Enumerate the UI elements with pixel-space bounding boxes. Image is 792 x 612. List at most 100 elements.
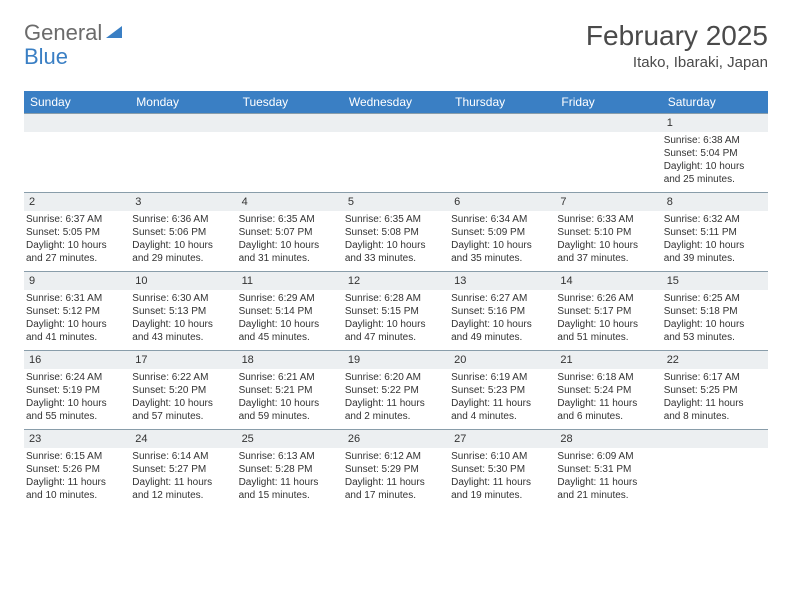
day-number: 9 bbox=[24, 272, 130, 290]
day-number: 16 bbox=[24, 351, 130, 369]
day-details: Sunrise: 6:17 AMSunset: 5:25 PMDaylight:… bbox=[662, 369, 768, 427]
day-detail-line: Daylight: 10 hours bbox=[239, 239, 338, 252]
day-details: Sunrise: 6:32 AMSunset: 5:11 PMDaylight:… bbox=[662, 211, 768, 269]
day-cell bbox=[24, 114, 130, 192]
day-details: Sunrise: 6:19 AMSunset: 5:23 PMDaylight:… bbox=[449, 369, 555, 427]
day-detail-line: Sunrise: 6:30 AM bbox=[132, 292, 231, 305]
day-header-row: SundayMondayTuesdayWednesdayThursdayFrid… bbox=[24, 91, 768, 113]
day-header-cell: Friday bbox=[555, 91, 661, 113]
day-number: 4 bbox=[237, 193, 343, 211]
day-detail-line: Sunset: 5:12 PM bbox=[26, 305, 125, 318]
day-detail-line: Sunrise: 6:35 AM bbox=[345, 213, 444, 226]
weeks-container: 1Sunrise: 6:38 AMSunset: 5:04 PMDaylight… bbox=[24, 113, 768, 508]
day-number: 5 bbox=[343, 193, 449, 211]
day-number: 14 bbox=[555, 272, 661, 290]
day-number: 12 bbox=[343, 272, 449, 290]
day-detail-line: Sunrise: 6:26 AM bbox=[557, 292, 656, 305]
day-number: 11 bbox=[237, 272, 343, 290]
day-detail-line: Daylight: 11 hours bbox=[451, 476, 550, 489]
day-detail-line: Sunrise: 6:25 AM bbox=[664, 292, 763, 305]
day-detail-line: Sunset: 5:25 PM bbox=[664, 384, 763, 397]
empty-day-bar bbox=[343, 114, 449, 132]
day-detail-line: Sunrise: 6:29 AM bbox=[239, 292, 338, 305]
day-details: Sunrise: 6:13 AMSunset: 5:28 PMDaylight:… bbox=[237, 448, 343, 506]
day-detail-line: Sunrise: 6:28 AM bbox=[345, 292, 444, 305]
day-cell: 12Sunrise: 6:28 AMSunset: 5:15 PMDayligh… bbox=[343, 272, 449, 350]
day-detail-line: Sunset: 5:06 PM bbox=[132, 226, 231, 239]
day-detail-line: Daylight: 10 hours bbox=[345, 318, 444, 331]
day-detail-line: and 35 minutes. bbox=[451, 252, 550, 265]
empty-day-bar bbox=[449, 114, 555, 132]
day-detail-line: Daylight: 10 hours bbox=[451, 318, 550, 331]
day-cell: 8Sunrise: 6:32 AMSunset: 5:11 PMDaylight… bbox=[662, 193, 768, 271]
day-detail-line: Daylight: 10 hours bbox=[132, 239, 231, 252]
day-detail-line: Daylight: 10 hours bbox=[26, 397, 125, 410]
day-number: 7 bbox=[555, 193, 661, 211]
day-detail-line: and 2 minutes. bbox=[345, 410, 444, 423]
day-detail-line: and 31 minutes. bbox=[239, 252, 338, 265]
day-cell: 22Sunrise: 6:17 AMSunset: 5:25 PMDayligh… bbox=[662, 351, 768, 429]
day-detail-line: Sunset: 5:16 PM bbox=[451, 305, 550, 318]
day-cell: 5Sunrise: 6:35 AMSunset: 5:08 PMDaylight… bbox=[343, 193, 449, 271]
day-number: 21 bbox=[555, 351, 661, 369]
day-cell: 17Sunrise: 6:22 AMSunset: 5:20 PMDayligh… bbox=[130, 351, 236, 429]
day-detail-line: Sunrise: 6:14 AM bbox=[132, 450, 231, 463]
day-detail-line: and 45 minutes. bbox=[239, 331, 338, 344]
day-details: Sunrise: 6:10 AMSunset: 5:30 PMDaylight:… bbox=[449, 448, 555, 506]
day-detail-line: Daylight: 10 hours bbox=[132, 318, 231, 331]
day-detail-line: Sunset: 5:14 PM bbox=[239, 305, 338, 318]
day-cell: 16Sunrise: 6:24 AMSunset: 5:19 PMDayligh… bbox=[24, 351, 130, 429]
day-cell: 24Sunrise: 6:14 AMSunset: 5:27 PMDayligh… bbox=[130, 430, 236, 508]
title-block: February 2025 Itako, Ibaraki, Japan bbox=[586, 20, 768, 71]
day-cell: 18Sunrise: 6:21 AMSunset: 5:21 PMDayligh… bbox=[237, 351, 343, 429]
day-number: 15 bbox=[662, 272, 768, 290]
location: Itako, Ibaraki, Japan bbox=[586, 54, 768, 71]
day-details: Sunrise: 6:26 AMSunset: 5:17 PMDaylight:… bbox=[555, 290, 661, 348]
day-details: Sunrise: 6:35 AMSunset: 5:07 PMDaylight:… bbox=[237, 211, 343, 269]
day-cell bbox=[662, 430, 768, 508]
empty-day-bar bbox=[237, 114, 343, 132]
day-details: Sunrise: 6:29 AMSunset: 5:14 PMDaylight:… bbox=[237, 290, 343, 348]
day-cell: 28Sunrise: 6:09 AMSunset: 5:31 PMDayligh… bbox=[555, 430, 661, 508]
day-detail-line: Daylight: 11 hours bbox=[132, 476, 231, 489]
day-detail-line: Daylight: 10 hours bbox=[451, 239, 550, 252]
day-detail-line: Sunrise: 6:27 AM bbox=[451, 292, 550, 305]
day-detail-line: Sunrise: 6:36 AM bbox=[132, 213, 231, 226]
day-detail-line: Sunrise: 6:13 AM bbox=[239, 450, 338, 463]
logo-text-1: General bbox=[24, 20, 102, 46]
day-cell: 2Sunrise: 6:37 AMSunset: 5:05 PMDaylight… bbox=[24, 193, 130, 271]
day-details: Sunrise: 6:15 AMSunset: 5:26 PMDaylight:… bbox=[24, 448, 130, 506]
day-detail-line: Daylight: 10 hours bbox=[132, 397, 231, 410]
day-detail-line: Sunset: 5:28 PM bbox=[239, 463, 338, 476]
day-details: Sunrise: 6:09 AMSunset: 5:31 PMDaylight:… bbox=[555, 448, 661, 506]
day-detail-line: Daylight: 11 hours bbox=[451, 397, 550, 410]
day-number: 8 bbox=[662, 193, 768, 211]
day-detail-line: Sunset: 5:13 PM bbox=[132, 305, 231, 318]
day-cell: 19Sunrise: 6:20 AMSunset: 5:22 PMDayligh… bbox=[343, 351, 449, 429]
day-cell: 6Sunrise: 6:34 AMSunset: 5:09 PMDaylight… bbox=[449, 193, 555, 271]
day-cell: 7Sunrise: 6:33 AMSunset: 5:10 PMDaylight… bbox=[555, 193, 661, 271]
day-number: 2 bbox=[24, 193, 130, 211]
day-detail-line: and 41 minutes. bbox=[26, 331, 125, 344]
day-cell bbox=[237, 114, 343, 192]
day-cell: 20Sunrise: 6:19 AMSunset: 5:23 PMDayligh… bbox=[449, 351, 555, 429]
logo: General bbox=[24, 20, 124, 46]
day-detail-line: Sunrise: 6:19 AM bbox=[451, 371, 550, 384]
day-cell bbox=[555, 114, 661, 192]
day-cell: 27Sunrise: 6:10 AMSunset: 5:30 PMDayligh… bbox=[449, 430, 555, 508]
day-detail-line: Daylight: 10 hours bbox=[557, 239, 656, 252]
day-details: Sunrise: 6:35 AMSunset: 5:08 PMDaylight:… bbox=[343, 211, 449, 269]
day-detail-line: Sunset: 5:07 PM bbox=[239, 226, 338, 239]
day-cell bbox=[343, 114, 449, 192]
day-detail-line: and 59 minutes. bbox=[239, 410, 338, 423]
day-number: 23 bbox=[24, 430, 130, 448]
day-detail-line: Sunset: 5:08 PM bbox=[345, 226, 444, 239]
day-cell: 15Sunrise: 6:25 AMSunset: 5:18 PMDayligh… bbox=[662, 272, 768, 350]
day-number: 22 bbox=[662, 351, 768, 369]
day-detail-line: Sunset: 5:10 PM bbox=[557, 226, 656, 239]
day-header-cell: Monday bbox=[130, 91, 236, 113]
day-detail-line: and 33 minutes. bbox=[345, 252, 444, 265]
day-detail-line: Sunrise: 6:15 AM bbox=[26, 450, 125, 463]
day-detail-line: Sunset: 5:26 PM bbox=[26, 463, 125, 476]
day-detail-line: Sunrise: 6:38 AM bbox=[664, 134, 763, 147]
